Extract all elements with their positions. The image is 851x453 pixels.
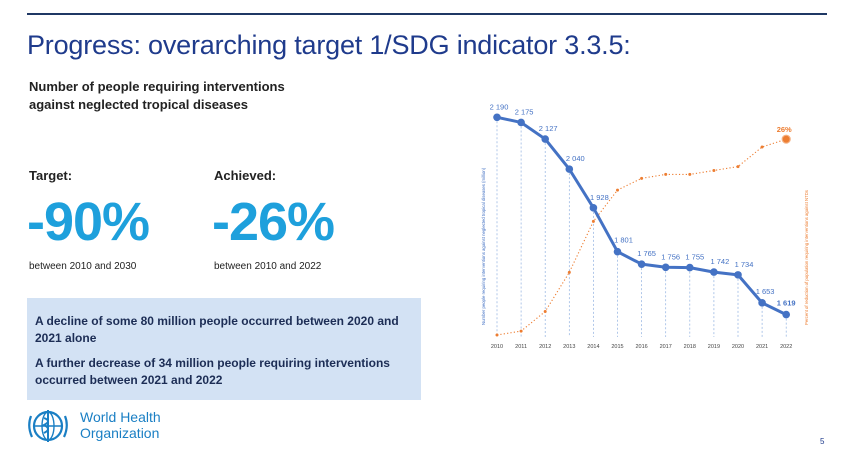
people-point [493, 113, 501, 122]
people-point [782, 310, 790, 319]
target-note: between 2010 and 2030 [29, 261, 137, 272]
people-label: 1 765 [637, 249, 656, 258]
reduction-point [781, 134, 791, 144]
people-point [686, 263, 694, 272]
people-label: 1 756 [661, 252, 680, 261]
achieved-label: Achieved: [214, 168, 277, 183]
subtitle-line-2: against neglected tropical diseases [29, 97, 248, 112]
note-1: A decline of some 80 million people occu… [35, 314, 399, 345]
title-rule [27, 13, 827, 15]
reduction-point [591, 219, 595, 223]
reduction-point [519, 329, 523, 333]
notes-box: A decline of some 80 million people occu… [27, 298, 421, 400]
x-tick-label: 2014 [587, 344, 599, 350]
people-label: 2 175 [515, 107, 534, 116]
people-point [517, 118, 525, 127]
people-point [758, 299, 766, 307]
x-tick-label: 2013 [563, 344, 575, 350]
people-label: 1 801 [614, 236, 633, 245]
who-logo: World Health Organization [26, 406, 166, 448]
who-logo-text: World Health Organization [80, 409, 161, 441]
slide-title: Progress: overarching target 1/SDG indic… [27, 30, 631, 60]
ntd-chart: 2010 2011 2012 2013 2014 2015 2016 2017 2018 2019… [481, 102, 809, 350]
achieved-note: between 2010 and 2022 [214, 261, 322, 272]
people-label: 1 755 [685, 253, 704, 262]
x-tick-label: 2017 [660, 344, 672, 350]
people-point [541, 135, 549, 143]
reduction-point [760, 145, 764, 149]
target-label: Target: [29, 168, 73, 183]
people-label: 1 653 [756, 287, 775, 296]
subtitle-line-1: Number of people requiring interventions [29, 79, 285, 94]
reduction-point [543, 310, 547, 313]
x-tick-label: 2015 [611, 344, 623, 350]
x-tick-label: 2018 [684, 344, 696, 350]
x-tick-label: 2021 [756, 344, 768, 350]
page-number: 5 [820, 437, 825, 446]
people-label: 1 619 [777, 299, 796, 308]
x-tick-label: 2020 [732, 344, 744, 350]
reduction-point [712, 169, 716, 172]
people-label: 1 742 [711, 257, 730, 266]
x-tick-label: 2016 [635, 344, 647, 350]
reduction-point [616, 188, 619, 192]
x-tick-label: 2022 [780, 344, 792, 350]
reduction-point [567, 270, 571, 274]
y-axis-left-label: Number people requiring interventions ag… [481, 167, 486, 325]
reduction-point [688, 172, 692, 176]
target-value: -90% [27, 192, 150, 252]
people-point [637, 260, 646, 268]
achieved-value: -26% [212, 192, 335, 252]
people-label: 2 040 [566, 154, 585, 163]
reduction-point [736, 165, 740, 169]
people-point [710, 268, 718, 276]
x-tick-label: 2012 [539, 344, 551, 350]
people-label: 1 928 [590, 193, 609, 202]
x-tick-label: 2010 [491, 344, 503, 350]
who-logo-line-2: Organization [80, 425, 160, 441]
x-tick-label: 2011 [515, 344, 527, 350]
reduction-point [640, 176, 644, 180]
people-label: 2 190 [490, 102, 509, 111]
reduction-label: 26% [777, 125, 792, 134]
reduction-point [664, 172, 668, 176]
people-label: 1 734 [735, 260, 754, 269]
people-label: 2 127 [539, 124, 558, 133]
chart-subtitle: Number of people requiring interventions… [29, 78, 285, 114]
people-point [661, 263, 670, 272]
people-point [589, 204, 598, 212]
who-logo-line-1: World Health [80, 409, 161, 425]
note-2: A further decrease of 34 million people … [35, 356, 390, 387]
reduction-point [495, 333, 499, 337]
x-tick-label: 2019 [708, 344, 720, 350]
people-point [734, 271, 742, 279]
people-point [565, 165, 574, 173]
who-emblem-icon [28, 410, 68, 442]
y-axis-right-label: Percent of reduction of population requi… [804, 190, 809, 325]
people-point [613, 247, 622, 256]
